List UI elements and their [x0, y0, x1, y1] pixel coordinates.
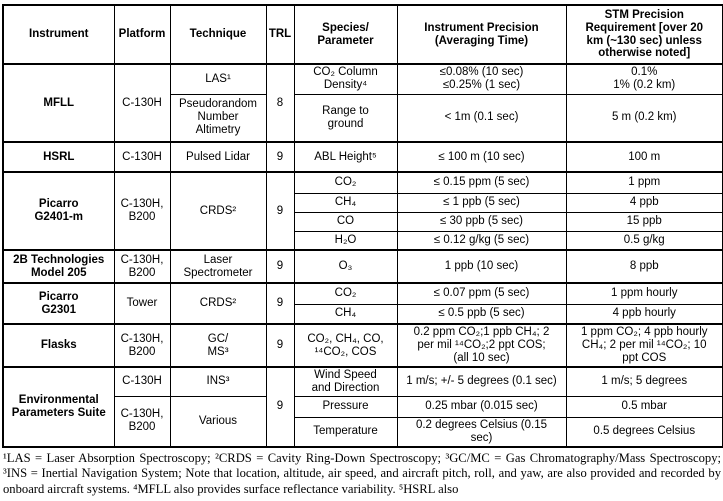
- g2301-trl: 9: [265, 282, 295, 325]
- col-header-platform: Platform: [113, 4, 171, 65]
- col-header-trl: TRL: [265, 4, 295, 65]
- g2301-platform: Tower: [113, 282, 171, 325]
- flasks-technique: GC/ MS³: [169, 323, 267, 368]
- g2301-instrument: Picarro G2301: [2, 282, 115, 325]
- twob-species-o3: O₃: [293, 249, 398, 284]
- flasks-row: Flasks C-130H, B200 GC/ MS³ 9 CO₂, CH₄, …: [2, 323, 723, 368]
- env-platform-c130h: C-130H: [113, 365, 171, 397]
- twob-row: 2B Technologies Model 205 C-130H, B200 L…: [2, 249, 723, 284]
- twob-stm: 8 ppb: [565, 249, 723, 284]
- g2401m-stm-co: 15 ppb: [565, 211, 723, 232]
- g2301-precision-ch4: ≤ 0.5 ppb (5 sec): [396, 303, 567, 325]
- env-trl: 9: [265, 366, 295, 448]
- flasks-precision: 0.2 ppm CO₂;1 ppb CH₄; 2 per mil ¹⁴CO₂;2…: [396, 323, 567, 368]
- col-header-instrument: Instrument: [2, 4, 115, 65]
- g2301-row-co2: Picarro G2301 Tower CRDS² 9 CO₂ ≤ 0.07 p…: [2, 282, 723, 325]
- env-stm-wind: 1 m/s; 5 degrees: [565, 365, 723, 397]
- env-species-wind: Wind Speed and Direction: [293, 365, 398, 397]
- g2401m-technique: CRDS²: [169, 171, 267, 251]
- mfll-technique-altimetry: Pseudorandom Number Altimetry: [169, 93, 267, 143]
- col-header-instrument-precision: Instrument Precision (Averaging Time): [396, 4, 567, 65]
- g2301-species-ch4: CH₄: [293, 303, 398, 325]
- env-technique-ins: INS³: [169, 365, 267, 397]
- hsrl-row: HSRL C-130H Pulsed Lidar 9 ABL Height⁵ ≤…: [2, 141, 723, 173]
- g2401m-species-co: CO: [293, 211, 398, 232]
- g2401m-row-co2: Picarro G2401-m C-130H, B200 CRDS² 9 CO₂…: [2, 171, 723, 251]
- mfll-stm-co2: 0.1% 1% (0.2 km): [565, 63, 723, 95]
- flasks-trl: 9: [265, 323, 295, 368]
- g2401m-species-co2: CO₂: [293, 171, 398, 194]
- flasks-stm: 1 ppm CO₂; 4 ppb hourly CH₄; 2 per mil ¹…: [565, 323, 723, 368]
- env-row-wind: Environmental Parameters Suite C-130H IN…: [2, 365, 723, 448]
- mfll-row-2: Pseudorandom Number Altimetry Range to g…: [3, 93, 723, 143]
- mfll-species-co2-column: CO₂ Column Density⁴: [293, 63, 398, 95]
- g2301-technique: CRDS²: [169, 282, 267, 325]
- mfll-platform: C-130H: [113, 63, 171, 143]
- table-footnotes: ¹LAS = Laser Absorption Spectroscopy; ²C…: [3, 450, 721, 496]
- mfll-row-1: MFLL C-130H LAS¹ 8 CO₂ Column Density⁴ ≤…: [2, 63, 723, 143]
- env-row-pressure: C-130H, B200 Various Pressure 0.25 mbar …: [3, 395, 723, 448]
- twob-technique: Laser Spectrometer: [169, 249, 267, 284]
- env-species-temperature: Temperature: [293, 416, 398, 448]
- env-stm-pressure: 0.5 mbar: [565, 395, 723, 418]
- hsrl-instrument: HSRL: [2, 141, 115, 173]
- mfll-stm-range: 5 m (0.2 km): [565, 93, 723, 143]
- flasks-instrument: Flasks: [2, 323, 115, 368]
- mfll-precision-co2: ≤0.08% (10 sec) ≤0.25% (1 sec): [396, 63, 567, 95]
- mfll-trl: 8: [265, 63, 295, 143]
- flasks-platform: C-130H, B200: [113, 323, 171, 368]
- twob-instrument: 2B Technologies Model 205: [2, 249, 115, 284]
- g2401m-platform: C-130H, B200: [113, 171, 171, 251]
- table-header-row: Instrument Platform Technique TRL Specie…: [2, 4, 723, 65]
- twob-trl: 9: [265, 249, 295, 284]
- env-technique-various: Various: [169, 395, 267, 448]
- env-row-temperature: Temperature 0.2 degrees Celsius (0.15 se…: [3, 416, 723, 448]
- twob-precision: 1 ppb (10 sec): [396, 249, 567, 284]
- g2401m-row-h2o: H₂O ≤ 0.12 g/kg (5 sec) 0.5 g/kg: [3, 230, 723, 251]
- g2401m-stm-ch4: 4 ppb: [565, 192, 723, 213]
- g2401m-precision-h2o: ≤ 0.12 g/kg (5 sec): [396, 230, 567, 251]
- hsrl-precision: ≤ 100 m (10 sec): [396, 141, 567, 173]
- hsrl-stm: 100 m: [565, 141, 723, 173]
- env-species-pressure: Pressure: [293, 395, 398, 418]
- g2401m-row-co: CO ≤ 30 ppb (5 sec) 15 ppb: [3, 211, 723, 232]
- g2301-precision-co2: ≤ 0.07 ppm (5 sec): [396, 282, 567, 305]
- g2401m-instrument: Picarro G2401-m: [2, 171, 115, 251]
- stm-instrument-table: Instrument Platform Technique TRL Specie…: [2, 4, 723, 448]
- g2301-species-co2: CO₂: [293, 282, 398, 305]
- g2401m-precision-co: ≤ 30 ppb (5 sec): [396, 211, 567, 232]
- hsrl-platform: C-130H: [113, 141, 171, 173]
- g2301-stm-co2: 1 ppm hourly: [565, 282, 723, 305]
- env-instrument: Environmental Parameters Suite: [2, 366, 115, 448]
- g2401m-stm-h2o: 0.5 g/kg: [565, 230, 723, 251]
- g2301-row-ch4: CH₄ ≤ 0.5 ppb (5 sec) 4 ppb hourly: [3, 303, 723, 325]
- flasks-species: CO₂, CH₄, CO, ¹⁴CO₂, COS: [293, 323, 398, 368]
- col-header-species: Species/ Parameter: [293, 4, 398, 65]
- env-precision-pressure: 0.25 mbar (0.015 sec): [396, 395, 567, 418]
- env-precision-wind: 1 m/s; +/- 5 degrees (0.1 sec): [396, 365, 567, 397]
- env-stm-temperature: 0.5 degrees Celsius: [565, 416, 723, 448]
- g2401m-species-h2o: H₂O: [293, 230, 398, 251]
- g2401m-trl: 9: [265, 171, 295, 251]
- col-header-stm-precision: STM Precision Requirement [over 20 km (~…: [565, 4, 723, 65]
- mfll-precision-range: < 1m (0.1 sec): [396, 93, 567, 143]
- twob-platform: C-130H, B200: [113, 249, 171, 284]
- g2401m-species-ch4: CH₄: [293, 192, 398, 213]
- mfll-instrument: MFLL: [2, 63, 115, 143]
- g2401m-stm-co2: 1 ppm: [565, 171, 723, 194]
- hsrl-species: ABL Height⁵: [293, 141, 398, 173]
- env-platform-c130h-b200: C-130H, B200: [113, 395, 171, 448]
- mfll-technique-las: LAS¹: [169, 63, 267, 95]
- g2301-stm-ch4: 4 ppb hourly: [565, 303, 723, 325]
- g2401m-precision-ch4: ≤ 1 ppb (5 sec): [396, 192, 567, 213]
- hsrl-technique: Pulsed Lidar: [169, 141, 267, 173]
- mfll-species-range: Range to ground: [293, 93, 398, 143]
- hsrl-trl: 9: [265, 141, 295, 173]
- g2401m-precision-co2: ≤ 0.15 ppm (5 sec): [396, 171, 567, 194]
- col-header-technique: Technique: [169, 4, 267, 65]
- env-precision-temperature: 0.2 degrees Celsius (0.15 sec): [396, 416, 567, 448]
